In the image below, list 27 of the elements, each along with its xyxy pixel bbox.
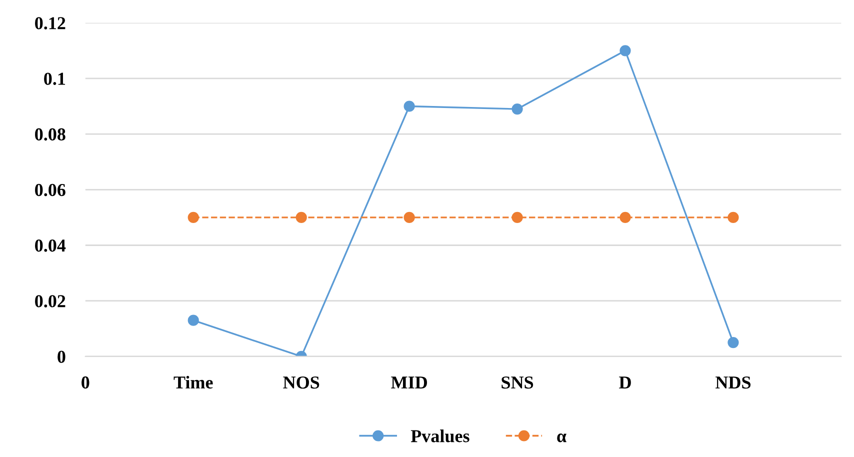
point — [296, 212, 307, 224]
point — [728, 337, 739, 348]
point — [404, 100, 415, 112]
point — [620, 45, 631, 56]
y-tick-label: 0.04 — [35, 240, 66, 252]
point — [188, 212, 199, 224]
point — [404, 212, 415, 224]
legend-label: Pvalues — [410, 430, 470, 442]
x-tick-label: NDS — [716, 376, 751, 389]
y-tick-label: 0.08 — [35, 128, 66, 141]
y-tick-label: 0.02 — [35, 295, 66, 308]
legend-label: α — [557, 434, 566, 442]
y-tick-label: 0.06 — [35, 184, 66, 196]
x-tick-label: 0 — [82, 376, 90, 389]
point — [512, 103, 523, 115]
point — [728, 212, 739, 224]
x-tick-label: MID — [391, 376, 427, 388]
point — [188, 314, 199, 326]
x-tick-label: Time — [174, 376, 213, 389]
x-tick-label: D — [619, 376, 631, 388]
y-tick-label: 0.1 — [44, 72, 66, 85]
x-tick-label: NOS — [283, 376, 320, 389]
y-tick-label: 0 — [58, 350, 66, 363]
point — [512, 212, 523, 224]
y-tick-label: 0.12 — [35, 17, 66, 30]
point — [620, 212, 631, 224]
x-tick-label: SNS — [502, 376, 534, 389]
